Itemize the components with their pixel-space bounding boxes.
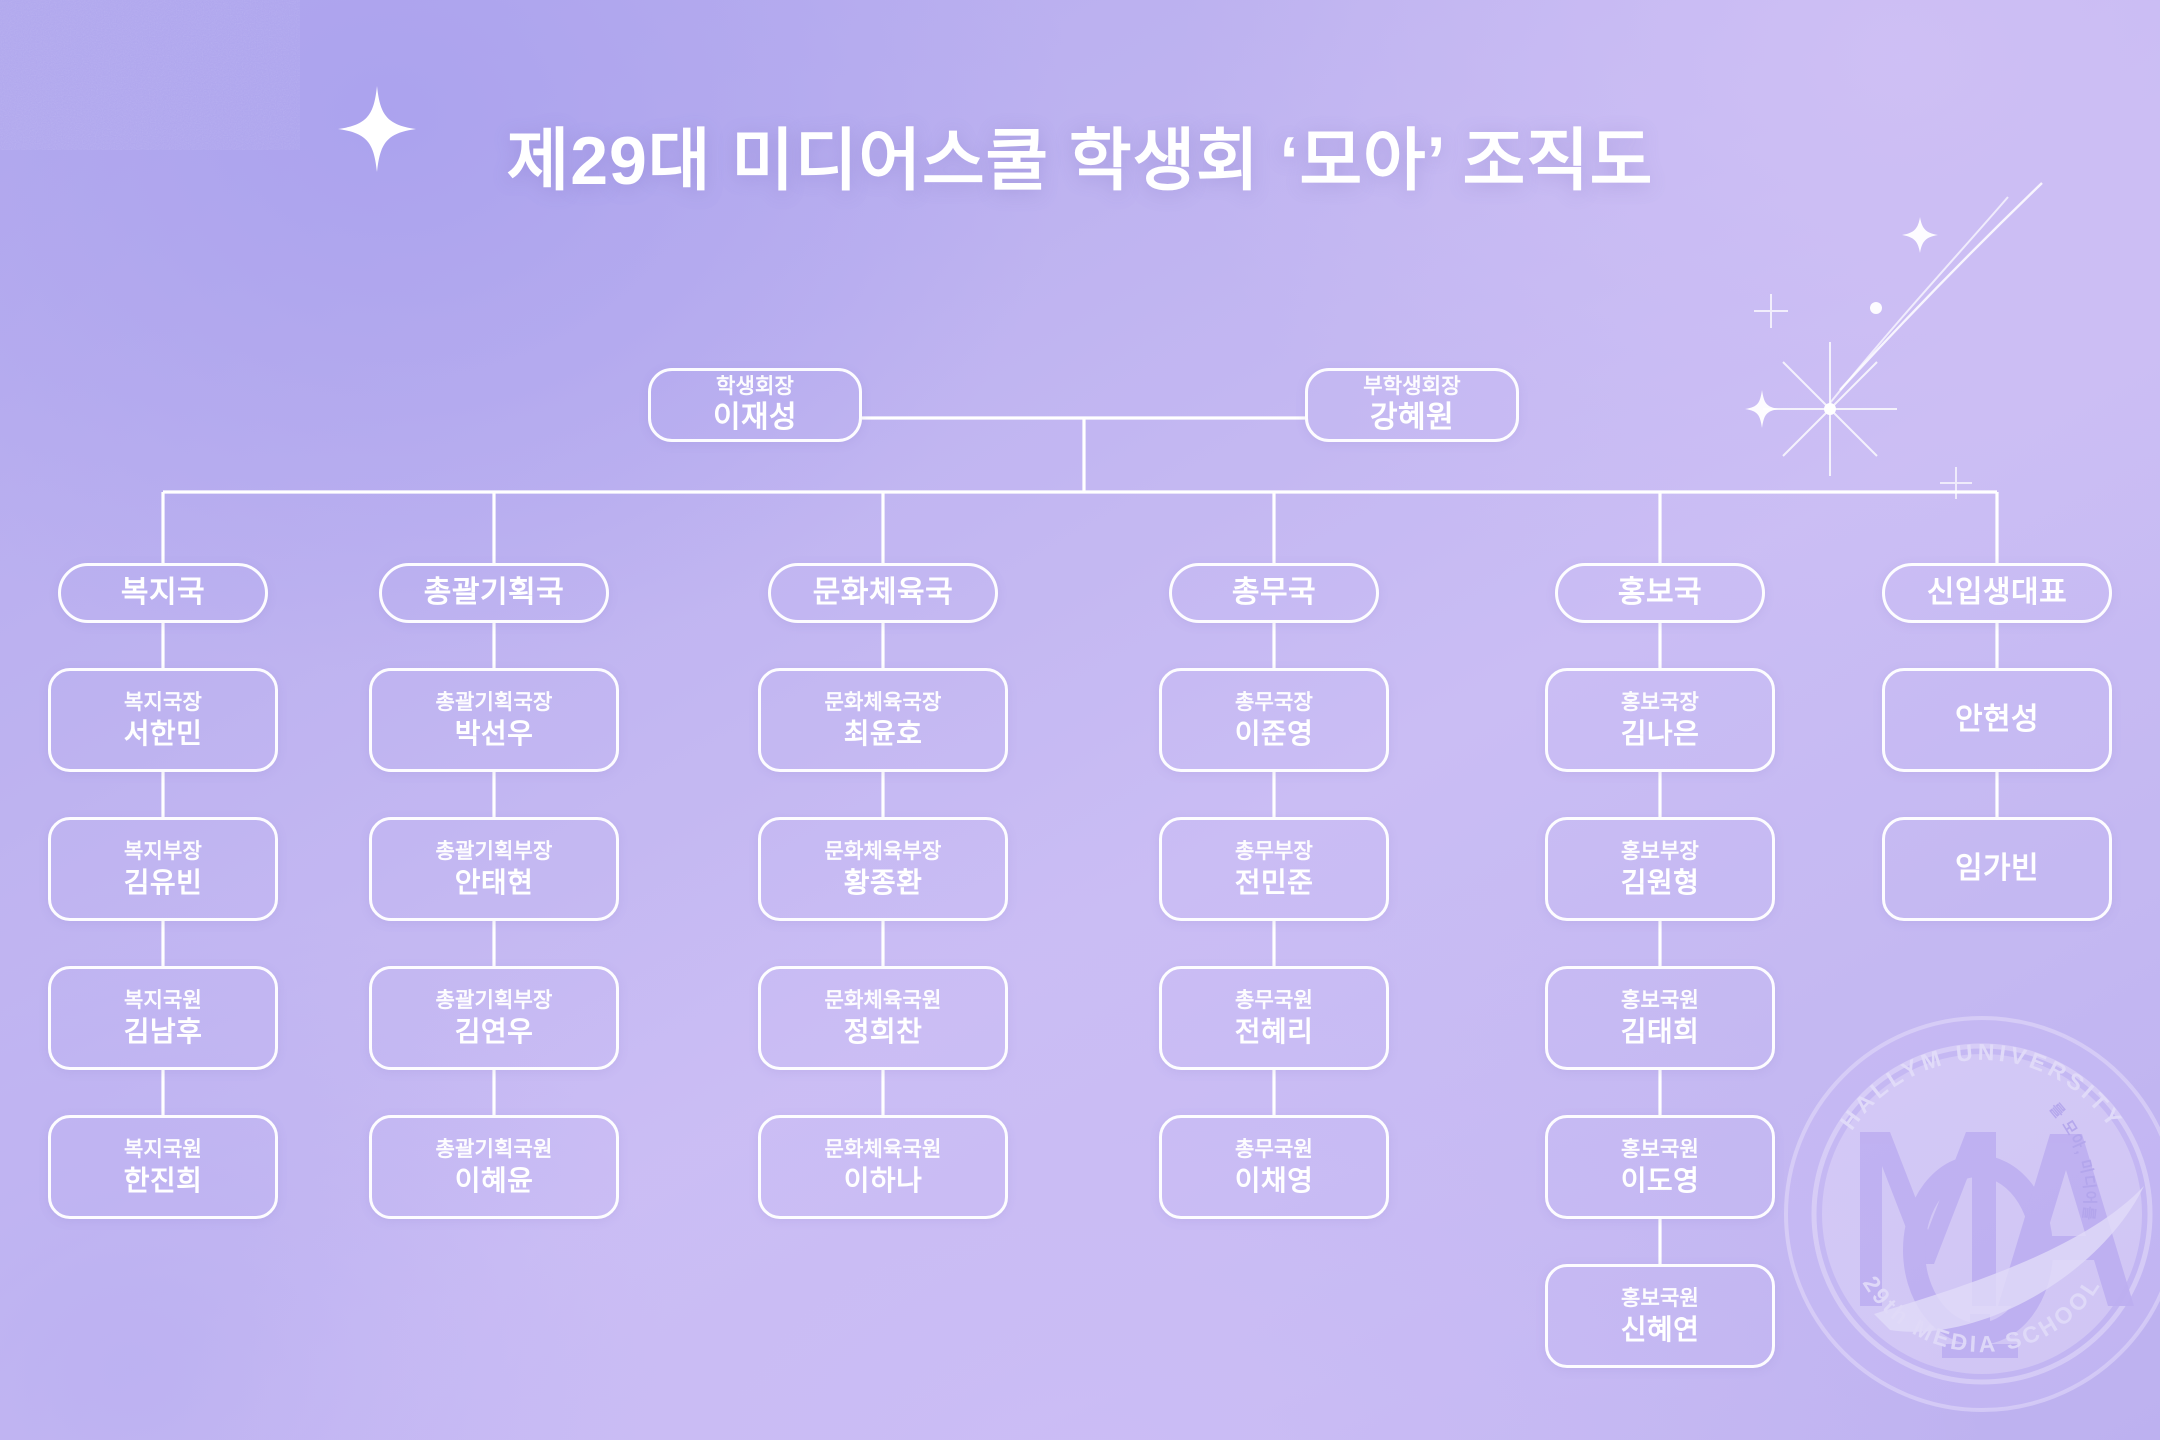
member-card[interactable]: 문화체육국원 이하나 bbox=[758, 1115, 1008, 1219]
node-role: 문화체육국원 bbox=[824, 1138, 942, 1162]
member-card[interactable]: 총괄기획부장 김연우 bbox=[369, 966, 619, 1070]
node-name: 안태현 bbox=[454, 866, 534, 898]
dept-label: 문화체육국 bbox=[812, 576, 954, 610]
node-vice-president[interactable]: 부학생회장 강혜원 bbox=[1305, 368, 1519, 442]
member-card[interactable]: 복지국원 김남후 bbox=[48, 966, 278, 1070]
node-role: 총무국원 bbox=[1234, 1138, 1314, 1162]
member-card[interactable]: 안현성 bbox=[1882, 668, 2112, 772]
node-name: 박선우 bbox=[454, 717, 534, 749]
node-name: 이혜윤 bbox=[454, 1164, 534, 1196]
node-role: 복지국원 bbox=[123, 1138, 203, 1162]
node-name: 전민준 bbox=[1234, 866, 1314, 898]
node-role: 총괄기획국원 bbox=[435, 1138, 553, 1162]
node-role: 총괄기획부장 bbox=[435, 989, 553, 1013]
member-card[interactable]: 홍보국장 김나은 bbox=[1545, 668, 1775, 772]
node-role: 복지부장 bbox=[123, 840, 203, 864]
node-role: 홍보국원 bbox=[1620, 1287, 1700, 1311]
dept-header-chongmuguk[interactable]: 총무국 bbox=[1169, 563, 1379, 623]
page-title: 제29대 미디어스쿨 학생회 ‘모아’ 조직도 bbox=[506, 123, 1654, 199]
node-name: 김원형 bbox=[1620, 866, 1700, 898]
node-name: 이하나 bbox=[843, 1164, 923, 1196]
member-card[interactable]: 총괄기획국원 이혜윤 bbox=[369, 1115, 619, 1219]
member-card[interactable]: 총괄기획국장 박선우 bbox=[369, 668, 619, 772]
member-card[interactable]: 복지국장 서한민 bbox=[48, 668, 278, 772]
member-card[interactable]: 총무국장 이준영 bbox=[1159, 668, 1389, 772]
member-card[interactable]: 문화체육국원 정희찬 bbox=[758, 966, 1008, 1070]
node-name: 안현성 bbox=[1955, 703, 2039, 737]
member-card[interactable]: 총괄기획부장 안태현 bbox=[369, 817, 619, 921]
node-role: 복지국원 bbox=[123, 989, 203, 1013]
node-role: 문화체육국원 bbox=[824, 989, 942, 1013]
member-card[interactable]: 문화체육국장 최윤호 bbox=[758, 668, 1008, 772]
member-card[interactable]: 홍보국원 김태희 bbox=[1545, 966, 1775, 1070]
node-name: 강혜원 bbox=[1370, 401, 1454, 435]
member-card[interactable]: 총무국원 이채영 bbox=[1159, 1115, 1389, 1219]
node-role: 총괄기획부장 bbox=[435, 840, 553, 864]
node-name: 정희찬 bbox=[843, 1015, 923, 1047]
node-role: 문화체육부장 bbox=[824, 840, 942, 864]
node-name: 김나은 bbox=[1620, 717, 1700, 749]
dept-label: 복지국 bbox=[120, 576, 206, 610]
node-name: 이재성 bbox=[713, 401, 797, 435]
node-name: 서한민 bbox=[123, 717, 203, 749]
node-name: 임가빈 bbox=[1955, 852, 2039, 886]
member-card[interactable]: 문화체육부장 황종환 bbox=[758, 817, 1008, 921]
node-name: 김유빈 bbox=[123, 866, 203, 898]
node-name: 전혜리 bbox=[1234, 1015, 1314, 1047]
member-card[interactable]: 홍보부장 김원형 bbox=[1545, 817, 1775, 921]
member-card[interactable]: 총무부장 전민준 bbox=[1159, 817, 1389, 921]
node-role: 문화체육국장 bbox=[824, 691, 942, 715]
node-name: 이채영 bbox=[1234, 1164, 1314, 1196]
dept-label: 홍보국 bbox=[1617, 576, 1703, 610]
dept-header-sinipsaengdaepyo[interactable]: 신입생대표 bbox=[1882, 563, 2112, 623]
member-card[interactable]: 홍보국원 이도영 bbox=[1545, 1115, 1775, 1219]
dept-label: 신입생대표 bbox=[1926, 576, 2068, 610]
dept-header-hongboguk[interactable]: 홍보국 bbox=[1555, 563, 1765, 623]
node-role: 복지국장 bbox=[123, 691, 203, 715]
node-name: 신혜연 bbox=[1620, 1313, 1700, 1345]
node-name: 김남후 bbox=[123, 1015, 203, 1047]
node-role: 총무국원 bbox=[1234, 989, 1314, 1013]
dept-header-bokjiguk[interactable]: 복지국 bbox=[58, 563, 268, 623]
member-card[interactable]: 홍보국원 신혜연 bbox=[1545, 1264, 1775, 1368]
dept-label: 총괄기획국 bbox=[423, 576, 565, 610]
node-role: 홍보국원 bbox=[1620, 1138, 1700, 1162]
node-name: 황종환 bbox=[843, 866, 923, 898]
node-name: 한진희 bbox=[123, 1164, 203, 1196]
node-role: 학생회장 bbox=[715, 374, 795, 398]
member-card[interactable]: 복지부장 김유빈 bbox=[48, 817, 278, 921]
node-role: 총무국장 bbox=[1234, 691, 1314, 715]
member-card[interactable]: 총무국원 전혜리 bbox=[1159, 966, 1389, 1070]
node-role: 홍보국장 bbox=[1620, 691, 1700, 715]
member-card[interactable]: 복지국원 한진희 bbox=[48, 1115, 278, 1219]
dept-label: 총무국 bbox=[1231, 576, 1317, 610]
node-role: 부학생회장 bbox=[1363, 374, 1461, 398]
node-role: 홍보국원 bbox=[1620, 989, 1700, 1013]
node-name: 최윤호 bbox=[843, 717, 923, 749]
node-role: 총무부장 bbox=[1234, 840, 1314, 864]
node-role: 총괄기획국장 bbox=[435, 691, 553, 715]
dept-header-munhwachevukguk[interactable]: 문화체육국 bbox=[768, 563, 998, 623]
dept-header-chonggwalgihoekguk[interactable]: 총괄기획국 bbox=[379, 563, 609, 623]
node-name: 김태희 bbox=[1620, 1015, 1700, 1047]
node-name: 이준영 bbox=[1234, 717, 1314, 749]
member-card[interactable]: 임가빈 bbox=[1882, 817, 2112, 921]
node-president[interactable]: 학생회장 이재성 bbox=[648, 368, 862, 442]
node-name: 김연우 bbox=[454, 1015, 534, 1047]
node-name: 이도영 bbox=[1620, 1164, 1700, 1196]
node-role: 홍보부장 bbox=[1620, 840, 1700, 864]
